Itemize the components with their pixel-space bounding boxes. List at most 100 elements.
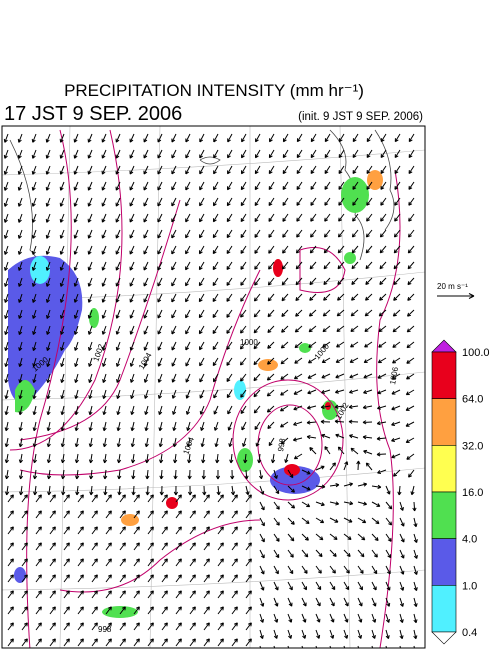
wind-arrow [280,405,289,412]
wind-arrow [281,261,289,270]
wind-arrow [101,197,107,207]
wind-arrow [323,245,331,254]
wind-arrow [343,581,350,591]
wind-arrow [343,482,354,487]
wind-arrow [116,453,122,464]
wind-arrow [254,277,261,286]
wind-arrow [273,597,279,607]
wind-arrow [105,574,112,583]
wind-arrow [407,245,415,254]
wind-arrow [392,341,401,348]
wind-arrow [214,437,219,448]
wind-arrow [18,453,23,464]
wind-arrow [240,197,247,207]
wind-arrow [115,341,121,351]
wind-arrow [130,405,135,416]
wind-arrow [391,421,401,427]
wind-arrow [88,373,93,383]
wind-arrow [282,197,289,206]
wind-arrow [77,510,84,519]
wind-arrow [31,165,37,175]
wind-arrow [321,357,331,364]
wind-arrow [89,469,94,480]
wind-arrow [21,638,28,647]
wind-arrow [315,533,324,541]
wind-arrow [213,405,219,415]
wind-arrow [379,245,387,254]
wind-arrow [189,526,196,535]
wind-arrow [63,542,70,551]
wind-arrow [281,309,289,318]
wind-arrow [380,213,387,222]
wind-arrow [343,517,353,523]
wind-arrow [240,405,247,415]
wind-arrow [267,325,275,334]
wind-arrow [161,558,168,567]
wind-arrow [259,613,264,623]
wind-arrow [394,165,401,174]
colorbar-segment [431,351,457,399]
wind-arrow [268,229,275,238]
wind-arrow [212,261,219,271]
wind-arrow [280,421,289,428]
wind-arrow [349,389,359,394]
wind-arrow [49,558,56,567]
wind-arrow [105,526,112,535]
wind-arrow [399,533,405,543]
wind-arrow [268,181,275,191]
wind-arrow [49,574,56,583]
wind-arrow [145,453,150,464]
wind-arrow [380,165,387,174]
wind-arrow [189,542,196,551]
wind-arrow [357,645,360,648]
wind-arrow [35,558,42,567]
wind-arrow [119,606,126,615]
wind-arrow [173,453,178,464]
wind-arrow [226,357,233,366]
wind-arrow [60,389,65,400]
wind-arrow [227,133,233,143]
wind-arrow [268,245,275,254]
contour-label: 998 [276,437,287,452]
wind-arrow [408,213,415,222]
wind-arrow [259,517,265,527]
wind-arrow [408,149,415,159]
wind-arrow [21,590,28,599]
wind-arrow [147,494,154,503]
wind-arrow [309,261,317,270]
wind-arrow [47,485,52,496]
wind-arrow [362,435,373,440]
wind-arrow [371,629,376,639]
colorbar-label: 16.0 [462,487,483,499]
wind-arrow [201,453,206,464]
wind-arrow [35,526,42,535]
wind-arrow [189,510,196,519]
wind-arrow [32,469,38,480]
wind-arrow [199,373,205,383]
wind-arrow [102,373,107,383]
wind-arrow [245,638,252,647]
wind-arrow [315,613,321,623]
wind-arrow [91,622,98,631]
colorbar-label: 0.4 [462,627,477,639]
wind-arrow [45,165,51,175]
wind-arrow [74,373,79,383]
wind-arrow [399,517,405,527]
wind-arrow [315,597,321,607]
wind-arrow [391,389,401,395]
wind-arrow [102,405,107,416]
wind-arrow [408,469,415,478]
map: 1000 1002 1000 1004 1000 998 1002 1004 9… [2,126,425,648]
wind-arrow [379,293,387,301]
wind-arrow [203,558,210,567]
wind-arrow [267,277,275,286]
wind-arrow [203,542,210,551]
wind-arrow [315,501,325,507]
wind-arrow [59,277,65,287]
wind-arrow [101,149,107,159]
wind-arrow [280,389,289,396]
wind-arrow [198,293,205,303]
wind-arrow [49,606,56,615]
wind-arrow [226,293,233,302]
wind-arrow [73,325,79,335]
